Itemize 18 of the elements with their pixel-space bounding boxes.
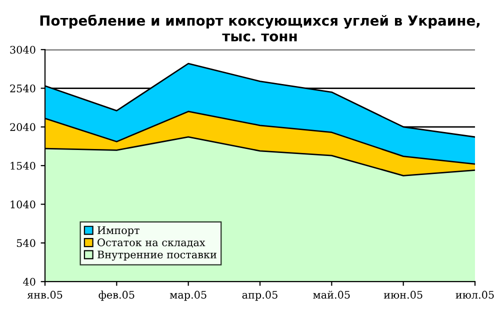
y-tick-label: 540 [16,239,36,248]
y-tick-label: 40 [23,278,36,286]
y-tick-label: 1040 [10,200,36,208]
legend-label: Внутренние поставки [98,250,216,261]
y-tick-label: 1540 [10,162,36,170]
y-tick-label: 3040 [10,46,36,54]
legend-label: Импорт [98,226,140,236]
x-tick-label: фев.05 [98,290,134,301]
x-tick-label: май.05 [313,290,350,299]
y-tick-label: 2040 [10,123,36,132]
y-tick-label: 2540 [10,84,36,92]
x-tick-label: апр.05 [242,290,278,301]
x-tick-label: мар.05 [170,290,206,301]
x-tick-label: июл.05 [456,290,494,299]
legend-label: Остаток на складах [98,238,206,248]
x-tick-label: июн.05 [384,290,422,299]
x-tick-label: янв.05 [27,290,62,299]
chart-title: Потребление и импорт коксующихся углей в Украине, тыс. тонн [40,14,480,42]
